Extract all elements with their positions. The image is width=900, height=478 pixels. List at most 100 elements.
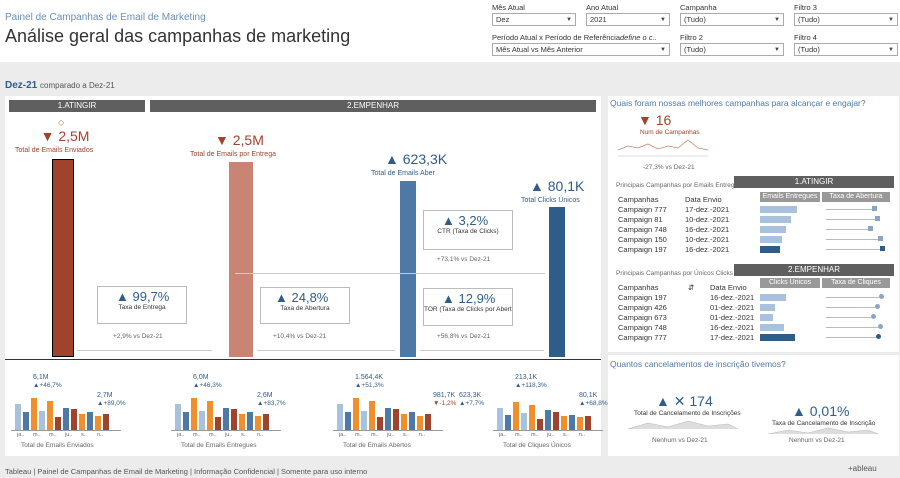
mini-bar[interactable] — [95, 416, 101, 430]
filtro4-select[interactable]: (Tudo) ▼ — [794, 43, 898, 56]
mini-bar[interactable] — [87, 412, 93, 430]
arrow-up-icon: ▲ — [116, 289, 129, 304]
arrow-down-icon: ▼ — [215, 132, 229, 148]
tick-label: s.. — [563, 432, 569, 438]
mini-bar[interactable] — [215, 417, 221, 430]
kpi-number: 80,1K — [547, 178, 585, 194]
mini-bar[interactable] — [183, 412, 189, 430]
mini-chart-title: Total de Cliques Únicos — [503, 442, 571, 449]
tick-label: m.. — [355, 432, 363, 438]
mini-bar[interactable] — [71, 409, 77, 430]
tick-label: s.. — [241, 432, 247, 438]
mini-bar[interactable] — [369, 401, 375, 430]
funnel-bar-clicks[interactable] — [549, 207, 565, 357]
periodo-select[interactable]: Mês Atual vs Mês Anterior ▼ — [492, 43, 670, 56]
table-row[interactable]: Campaign 150 10-dez.-2021 — [608, 235, 899, 245]
table-row[interactable]: Campaign 197 16-dez.-2021 — [608, 245, 899, 255]
mini-bar[interactable] — [103, 414, 109, 430]
filter-label-filtro2: Filtro 2 — [680, 33, 703, 42]
rate-label: CTR (Taxa de Clicks) — [437, 228, 499, 235]
mini-bar[interactable] — [377, 417, 383, 430]
mini-bar[interactable] — [15, 404, 21, 430]
table-row[interactable]: Campaign 777 17-dez.-2021 — [608, 333, 899, 343]
mini-bar[interactable] — [191, 398, 197, 430]
mini-bar[interactable] — [199, 411, 205, 430]
table-row[interactable]: Campaign 426 01-dez.-2021 — [608, 303, 899, 313]
mini-bar[interactable] — [537, 419, 543, 430]
mini-bar[interactable] — [361, 411, 367, 430]
baseline — [11, 430, 121, 431]
mini-bar[interactable] — [569, 415, 575, 430]
mini-bar[interactable] — [223, 408, 229, 430]
mini-bar[interactable] — [239, 414, 245, 430]
table-row[interactable]: Campaign 81 10-dez.-2021 — [608, 215, 899, 225]
funnel-bar-abertos[interactable] — [400, 181, 416, 357]
funnel-bar-enviados[interactable] — [52, 159, 74, 357]
mini-bar[interactable] — [63, 408, 69, 430]
mini-bar[interactable] — [207, 401, 213, 430]
group-header-atingir: 1.ATINGIR — [9, 100, 145, 112]
mini-bar[interactable] — [385, 408, 391, 430]
mini-bar[interactable] — [577, 417, 583, 430]
mini-bar[interactable] — [255, 416, 261, 430]
mini-bar[interactable] — [55, 417, 61, 430]
rate-delta: +56,8% vs Dez-21 — [437, 333, 491, 340]
table-row[interactable]: Campaign 748 16-dez.-2021 — [608, 323, 899, 333]
rate-line — [826, 337, 876, 338]
table-row[interactable]: Campaign 197 16-dez.-2021 — [608, 293, 899, 303]
mini-bar[interactable] — [425, 414, 431, 430]
metric-bar — [760, 246, 780, 253]
campaign-name: Campaign 81 — [618, 215, 663, 224]
campaign-name: Campaign 777 — [618, 205, 667, 214]
mini-bar[interactable] — [401, 414, 407, 430]
mini-bar[interactable] — [47, 401, 53, 430]
filtro2-select[interactable]: (Tudo) ▼ — [680, 43, 784, 56]
mini-bar[interactable] — [505, 415, 511, 430]
filtro3-select[interactable]: (Tudo) ▼ — [794, 13, 898, 26]
mes-atual-select[interactable]: Dez ▼ — [492, 13, 576, 26]
header: Painel de Campanhas de Email de Marketin… — [0, 0, 900, 62]
mini-bar[interactable] — [337, 404, 343, 430]
filter-label-filtro3: Filtro 3 — [794, 3, 817, 12]
mini-bar[interactable] — [513, 402, 519, 430]
mini-bar[interactable] — [585, 416, 591, 430]
mini-bar[interactable] — [497, 408, 503, 430]
tick-label: m.. — [33, 432, 41, 438]
rate-line — [826, 327, 878, 328]
mini-bar[interactable] — [529, 405, 535, 430]
mini-bar[interactable] — [561, 416, 567, 430]
unsub-rate-value: 0,01% — [809, 403, 850, 419]
table-row[interactable]: Campaign 748 16-dez.-2021 — [608, 225, 899, 235]
mini-bar[interactable] — [353, 398, 359, 430]
mini-bar[interactable] — [553, 412, 559, 430]
mini-bar[interactable] — [345, 412, 351, 430]
table-row[interactable]: Campaign 777 17-dez.-2021 — [608, 205, 899, 215]
mini-bar[interactable] — [393, 409, 399, 430]
mini-bar[interactable] — [79, 414, 85, 430]
mini-bar[interactable] — [545, 410, 551, 430]
kpi-label: Total de Emails Enviados — [15, 147, 94, 154]
current2-value: 623,3K — [459, 392, 482, 399]
campaign-name: Campaign 426 — [618, 303, 667, 312]
divider — [5, 359, 601, 360]
mini-bar[interactable] — [247, 412, 253, 430]
metric-bar — [760, 324, 784, 331]
mini-bar[interactable] — [409, 412, 415, 430]
mini-bar[interactable] — [231, 409, 237, 430]
mini-bar[interactable] — [31, 398, 37, 430]
mini-bar[interactable] — [263, 414, 269, 430]
campanha-select[interactable]: (Tudo) ▼ — [680, 13, 784, 26]
mini-bar[interactable] — [521, 413, 527, 430]
mini-bar[interactable] — [39, 411, 45, 430]
funnel-bar-entregues[interactable] — [229, 162, 253, 357]
current-delta: ▲+68,8% — [579, 400, 608, 407]
mini-bar[interactable] — [23, 412, 29, 430]
ano-atual-select[interactable]: 2021 ▼ — [586, 13, 670, 26]
mini-bar[interactable] — [417, 416, 423, 430]
metric-bar — [760, 226, 786, 233]
sort-icon[interactable]: ⇵ — [688, 283, 695, 292]
table-row[interactable]: Campaign 673 01-dez.-2021 — [608, 313, 899, 323]
rate-box-abertura: ▲ 24,8% Taxa de Abertura — [260, 287, 350, 324]
mini-bar[interactable] — [175, 404, 181, 430]
baseline — [333, 430, 443, 431]
